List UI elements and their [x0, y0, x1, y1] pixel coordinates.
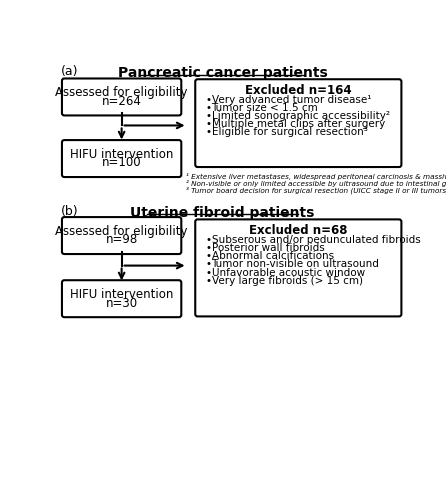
FancyBboxPatch shape [195, 220, 401, 316]
Text: n=98: n=98 [106, 234, 138, 246]
Text: Very advanced tumor disease¹: Very advanced tumor disease¹ [211, 95, 371, 105]
Text: •: • [205, 260, 211, 270]
Text: Limited sonographic accessibility²: Limited sonographic accessibility² [211, 111, 389, 121]
Text: •: • [205, 120, 211, 130]
Text: •: • [205, 95, 211, 105]
Text: Assessed for eligibility: Assessed for eligibility [55, 224, 188, 237]
Text: Abnormal calcifications: Abnormal calcifications [211, 252, 334, 262]
FancyBboxPatch shape [62, 217, 182, 254]
Text: HIFU intervention: HIFU intervention [70, 288, 173, 301]
Text: Tumor size < 1.5 cm: Tumor size < 1.5 cm [211, 103, 318, 113]
Text: (b): (b) [60, 205, 78, 218]
Text: •: • [205, 103, 211, 113]
Text: (a): (a) [60, 66, 78, 78]
Text: Tumor non-visible on ultrasound: Tumor non-visible on ultrasound [211, 260, 380, 270]
Text: ² Non-visible or only limited accessible by ultrasound due to intestinal gas or : ² Non-visible or only limited accessible… [186, 180, 446, 186]
Text: Eligible for surgical resection³: Eligible for surgical resection³ [211, 128, 368, 138]
FancyBboxPatch shape [62, 280, 182, 317]
Text: ³ Tumor board decision for surgical resection (UICC stage II or III tumors): ³ Tumor board decision for surgical rese… [186, 186, 446, 194]
Text: •: • [205, 252, 211, 262]
Text: n=100: n=100 [102, 156, 141, 170]
Text: •: • [205, 244, 211, 254]
Text: •: • [205, 235, 211, 245]
Text: Assessed for eligibility: Assessed for eligibility [55, 86, 188, 99]
Text: •: • [205, 268, 211, 278]
Text: Unfavorable acoustic window: Unfavorable acoustic window [211, 268, 365, 278]
Text: Posterior wall fibroids: Posterior wall fibroids [211, 244, 324, 254]
Text: n=30: n=30 [106, 296, 138, 310]
Text: •: • [205, 111, 211, 121]
FancyBboxPatch shape [62, 140, 182, 177]
Text: Multiple metal clips after surgery: Multiple metal clips after surgery [211, 120, 385, 130]
Text: Subserous and/or pedunculated fibroids: Subserous and/or pedunculated fibroids [211, 235, 420, 245]
Text: Uterine fibroid patients: Uterine fibroid patients [130, 206, 314, 220]
Text: HIFU intervention: HIFU intervention [70, 148, 173, 160]
Text: Pancreatic cancer patients: Pancreatic cancer patients [117, 66, 327, 80]
FancyBboxPatch shape [195, 79, 401, 167]
FancyBboxPatch shape [62, 78, 182, 116]
Text: Very large fibroids (> 15 cm): Very large fibroids (> 15 cm) [211, 276, 363, 285]
Text: Excluded n=68: Excluded n=68 [249, 224, 347, 236]
Text: n=264: n=264 [102, 95, 141, 108]
Text: Excluded n=164: Excluded n=164 [245, 84, 351, 96]
Text: •: • [205, 276, 211, 285]
Text: •: • [205, 128, 211, 138]
Text: ¹ Extensive liver metastases, widespread peritoneal carcinosis & massive abdomin: ¹ Extensive liver metastases, widespread… [186, 173, 446, 180]
